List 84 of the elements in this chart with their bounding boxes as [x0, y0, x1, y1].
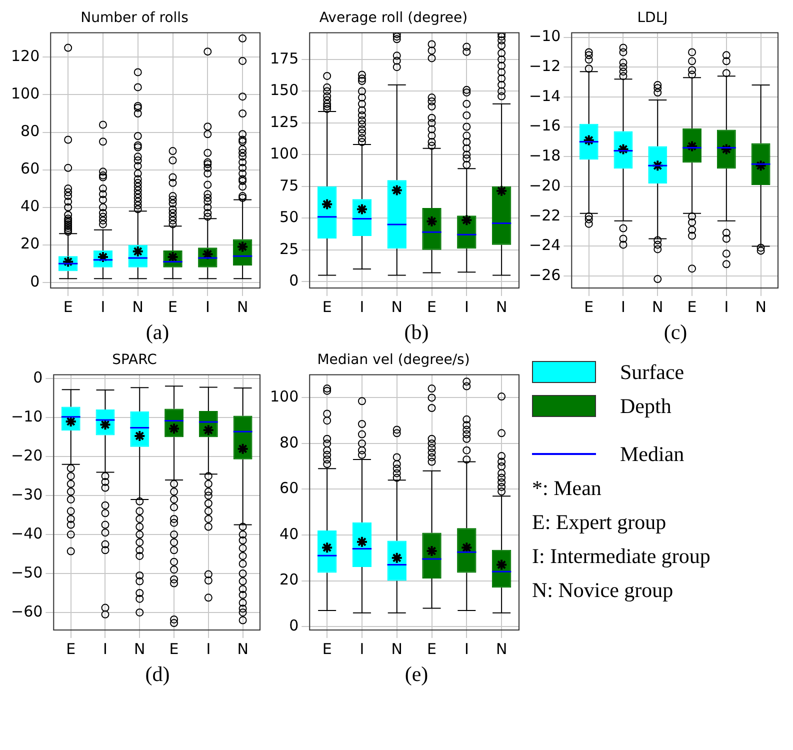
x-tick-label: N: [652, 298, 664, 316]
y-tick-label: 0: [30, 272, 40, 290]
y-tick-label: −60: [11, 602, 43, 620]
y-tick-label: 125: [270, 112, 299, 131]
y-tick-label: −50: [11, 563, 43, 582]
y-tick-label: 150: [270, 81, 299, 100]
x-tick-label: I: [464, 640, 469, 658]
y-tick-label: 25: [280, 240, 299, 258]
x-tick-label: I: [464, 298, 469, 316]
y-tick-label: 60: [20, 160, 40, 178]
text: (d): [144, 662, 170, 686]
x-tick-label: I: [724, 298, 729, 316]
y-tick-label: −12: [529, 57, 561, 76]
text: E: Expert group: [532, 510, 666, 534]
y-tick-label: 40: [280, 524, 299, 543]
chart-title: Average roll (degree): [319, 10, 468, 26]
legend-label: Surface: [620, 360, 684, 384]
x-tick-label: N: [237, 640, 248, 658]
x-tick-label: E: [63, 298, 73, 316]
y-tick-label: −24: [529, 236, 561, 254]
text: (b): [403, 320, 429, 344]
y-tick-label: −40: [11, 524, 43, 542]
y-tick-label: −18: [529, 146, 561, 165]
chart-title: Number of rolls: [80, 10, 188, 26]
x-tick-label: E: [322, 298, 332, 316]
y-tick-label: 0: [289, 616, 299, 634]
text: I: Intermediate group: [532, 544, 710, 568]
y-tick-label: 50: [280, 208, 299, 226]
legend-label: Depth: [620, 394, 672, 418]
chart-title: Median vel (degree/s): [317, 352, 470, 368]
x-tick-label: N: [391, 298, 402, 316]
x-tick-label: I: [100, 298, 106, 316]
x-tick-label: I: [360, 640, 364, 658]
y-tick-label: −14: [529, 86, 561, 105]
text: (c): [662, 320, 688, 344]
text: N: Novice group: [532, 578, 674, 602]
x-tick-label: E: [168, 298, 178, 316]
x-tick-label: I: [205, 298, 210, 316]
x-tick-label: I: [206, 640, 211, 658]
y-tick-label: 20: [280, 570, 299, 589]
y-tick-label: 0: [33, 368, 43, 387]
y-tick-label: 120: [10, 47, 40, 66]
x-tick-label: N: [391, 640, 402, 658]
y-tick-label: −20: [529, 176, 561, 194]
y-tick-label: 80: [280, 433, 299, 452]
chart-title: SPARC: [112, 352, 158, 368]
text: (e): [404, 662, 428, 686]
y-tick-label: −16: [529, 116, 561, 135]
y-tick-label: −26: [529, 266, 561, 284]
y-tick-label: −20: [11, 446, 43, 465]
text: Median: [620, 442, 684, 466]
x-tick-label: I: [360, 298, 364, 316]
y-tick-label: −22: [529, 206, 561, 224]
y-tick-label: 75: [280, 176, 299, 194]
x-tick-label: E: [427, 298, 437, 316]
y-tick-label: 100: [10, 84, 40, 103]
text: *: Mean: [532, 476, 602, 500]
x-tick-label: N: [132, 298, 144, 316]
x-tick-label: E: [584, 298, 594, 316]
y-tick-label: 175: [270, 49, 299, 68]
y-tick-label: −10: [529, 27, 561, 46]
x-tick-label: N: [755, 298, 766, 316]
y-tick-label: −10: [11, 408, 43, 426]
x-tick-label: E: [66, 640, 76, 658]
y-tick-label: 80: [20, 122, 40, 140]
x-tick-label: E: [322, 640, 332, 658]
x-tick-label: N: [496, 298, 508, 316]
y-tick-label: 40: [20, 197, 40, 216]
chart-title: LDLJ: [637, 10, 668, 26]
y-tick-label: 0: [289, 272, 299, 290]
y-tick-label: 20: [20, 234, 40, 253]
text: (a): [144, 320, 170, 344]
x-tick-label: I: [103, 640, 108, 658]
x-tick-label: N: [236, 298, 248, 316]
y-tick-label: 60: [280, 479, 299, 498]
x-tick-label: E: [169, 640, 179, 658]
y-tick-label: −30: [11, 485, 43, 504]
x-tick-label: E: [687, 298, 697, 316]
x-tick-label: N: [134, 640, 146, 658]
y-tick-label: 100: [270, 388, 299, 406]
x-tick-label: N: [496, 640, 508, 658]
x-tick-label: E: [427, 640, 437, 658]
y-tick-label: 100: [270, 144, 299, 163]
x-tick-label: I: [621, 298, 626, 316]
